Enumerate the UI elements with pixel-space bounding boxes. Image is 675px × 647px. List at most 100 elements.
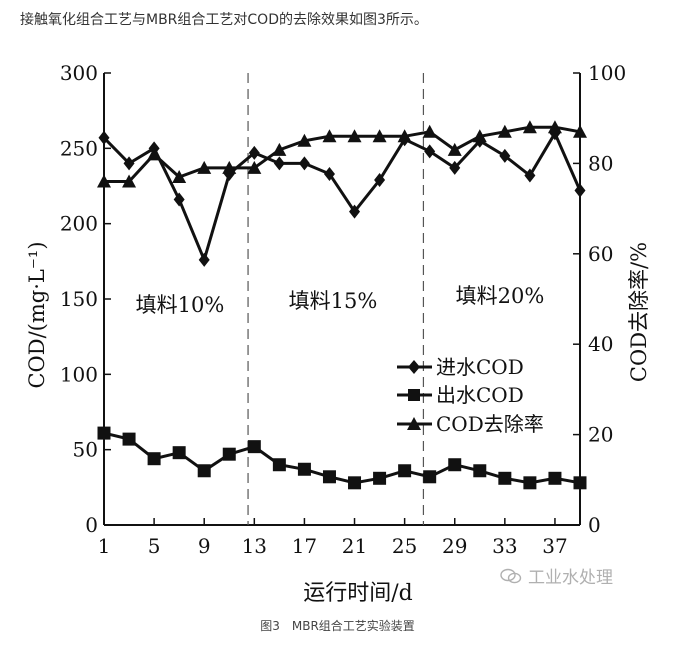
x-tick-label: 5 <box>148 534 161 558</box>
y-axis-label-left: COD/(mg·L⁻¹) <box>25 241 49 388</box>
data-point-diamond <box>499 148 511 163</box>
data-point-diamond <box>98 130 110 145</box>
y-axis-label-right: COD去除率/% <box>627 242 651 382</box>
y-left-tick-label: 100 <box>60 362 98 386</box>
data-point-square <box>297 462 311 476</box>
y-right-tick-label: 100 <box>588 61 626 85</box>
figure-caption: 图3 MBR组合工艺实验装置 <box>260 619 415 633</box>
data-point-diamond <box>248 145 260 160</box>
y-right-tick-label: 0 <box>588 513 601 537</box>
data-point-square <box>448 458 462 472</box>
data-point-diamond <box>123 156 135 171</box>
data-point-diamond <box>298 156 310 171</box>
axis-ticks: 1 5 9 13 17 21 25 29 33 37 0 50 100 150 200 250 300 0 20 40… <box>60 61 626 558</box>
legend-label-effluent: 出水COD <box>436 383 524 407</box>
x-tick-label: 1 <box>98 534 111 558</box>
data-point-square <box>272 458 286 472</box>
data-point-triangle <box>122 174 137 188</box>
data-point-triangle <box>497 124 512 138</box>
x-tick-label: 17 <box>292 534 317 558</box>
data-point-triangle <box>172 169 187 183</box>
x-tick-label: 37 <box>542 534 567 558</box>
legend-triangle-marker <box>407 417 421 430</box>
legend-diamond-marker <box>408 360 420 374</box>
watermark: 工业水处理 <box>500 563 613 588</box>
data-point-diamond <box>549 126 561 141</box>
data-point-triangle <box>147 147 162 161</box>
y-right-tick-label: 20 <box>588 423 613 447</box>
y-right-tick-label: 60 <box>588 242 613 266</box>
data-point-triangle <box>297 133 312 147</box>
region-label-15: 填料15% <box>289 289 378 313</box>
legend-entry-removal: COD去除率 <box>397 412 544 436</box>
x-axis-label: 运行时间/d <box>303 581 413 606</box>
data-point-triangle <box>97 174 111 188</box>
data-point-triangle <box>197 160 212 174</box>
data-point-triangle <box>247 160 262 174</box>
legend: 进水COD 出水COD COD去除率 <box>397 355 544 436</box>
data-point-triangle <box>547 120 562 134</box>
data-point-triangle <box>573 124 587 138</box>
data-point-square <box>197 464 211 478</box>
data-point-triangle <box>522 120 537 134</box>
data-point-square <box>373 471 387 485</box>
y-left-tick-label: 0 <box>85 513 98 537</box>
data-point-triangle <box>372 129 387 143</box>
data-point-diamond <box>198 252 210 267</box>
data-point-triangle <box>472 129 487 143</box>
data-point-square <box>398 464 412 478</box>
data-point-square <box>97 426 111 440</box>
x-tick-label: 33 <box>492 534 517 558</box>
legend-square-marker <box>408 389 420 401</box>
wechat-icon <box>500 568 522 583</box>
data-point-square <box>523 476 537 490</box>
data-point-triangle <box>347 129 362 143</box>
x-tick-label: 13 <box>242 534 267 558</box>
data-point-triangle <box>222 160 237 174</box>
data-point-diamond <box>349 204 361 219</box>
y-right-tick-label: 80 <box>588 151 613 175</box>
data-point-square <box>222 447 236 461</box>
data-point-diamond <box>374 172 386 187</box>
region-label-10: 填料10% <box>136 293 225 317</box>
data-point-diamond <box>449 160 461 175</box>
y-left-tick-label: 50 <box>73 438 98 462</box>
data-point-diamond <box>524 168 536 183</box>
watermark-text: 工业水处理 <box>528 568 613 588</box>
data-point-triangle <box>422 124 437 138</box>
data-point-square <box>423 470 437 484</box>
y-right-tick-label: 40 <box>588 332 613 356</box>
data-point-square <box>122 432 136 446</box>
series-layer <box>97 120 587 490</box>
intro-text: 接触氧化组合工艺与MBR组合工艺对COD的去除效果如图3所示。 <box>20 12 428 28</box>
y-left-tick-label: 300 <box>60 61 98 85</box>
y-left-tick-label: 200 <box>60 212 98 236</box>
data-point-triangle <box>272 142 287 156</box>
legend-entry-influent: 进水COD <box>397 355 524 379</box>
y-left-tick-label: 150 <box>60 287 98 311</box>
legend-label-influent: 进水COD <box>436 355 524 379</box>
data-point-square <box>548 471 562 485</box>
x-tick-label: 29 <box>442 534 467 558</box>
x-tick-label: 25 <box>392 534 417 558</box>
data-point-square <box>498 471 512 485</box>
data-point-diamond <box>424 144 436 159</box>
data-point-square <box>247 440 261 454</box>
region-label-20: 填料20% <box>456 284 545 308</box>
cod-chart: 1 5 9 13 17 21 25 29 33 37 0 50 100 150 200 250 300 0 20 40… <box>25 61 651 606</box>
data-point-diamond <box>273 156 285 171</box>
data-point-triangle <box>322 129 337 143</box>
data-point-square <box>322 470 336 484</box>
data-point-diamond <box>173 192 185 207</box>
x-tick-label: 21 <box>342 534 367 558</box>
data-point-diamond <box>323 166 335 181</box>
data-point-square <box>172 446 186 460</box>
series-line-triangle <box>104 125 581 183</box>
x-tick-label: 9 <box>198 534 211 558</box>
data-point-square <box>473 464 487 478</box>
series-line-diamond <box>102 130 582 265</box>
data-point-square <box>573 476 587 490</box>
data-point-square <box>147 452 161 466</box>
data-point-triangle <box>397 129 412 143</box>
legend-label-removal: COD去除率 <box>436 412 544 436</box>
